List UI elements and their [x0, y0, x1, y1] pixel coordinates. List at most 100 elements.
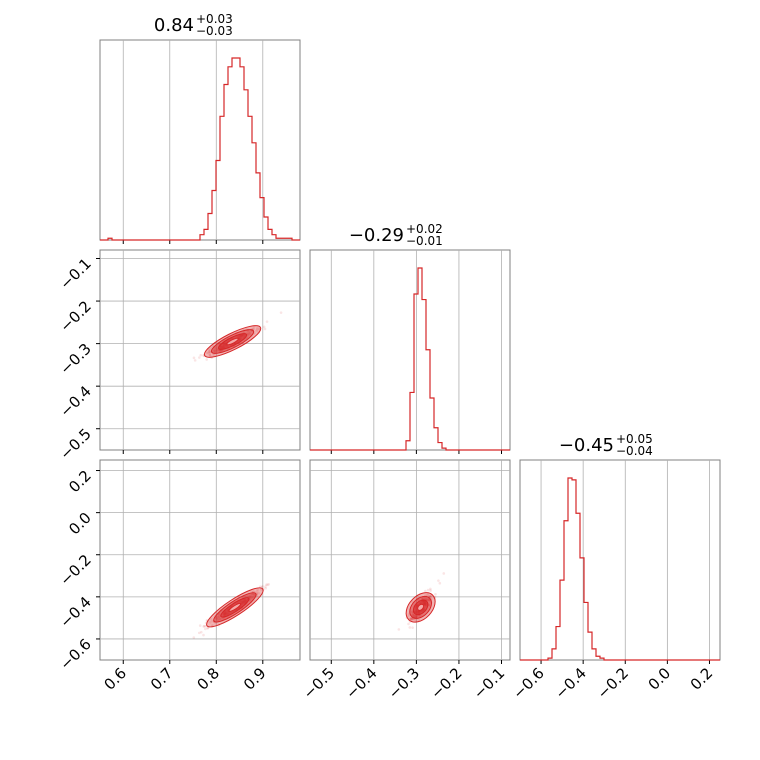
scatter-point-2-1-175 [424, 589, 427, 593]
scatter-point-2-1-123 [414, 615, 418, 619]
x-tick-label-2-2: −0.2 [594, 664, 632, 702]
scatter-point-2-0-111 [245, 594, 248, 598]
scatter-point-2-0-17 [217, 615, 221, 619]
scatter-point-2-0-206 [217, 618, 221, 622]
scatter-point-1-0-73 [199, 353, 203, 357]
scatter-point-2-1-187 [417, 618, 421, 622]
contour-core-2-1 [417, 604, 424, 611]
scatter-point-2-0-64 [199, 630, 203, 634]
y-tick-label-1-4: −0.1 [56, 255, 94, 293]
scatter-point-2-1-214 [428, 599, 431, 602]
x-tick-label-2-4: 0.2 [687, 664, 717, 694]
scatter-point-2-0-58 [248, 595, 252, 599]
scatter-point-2-1-226 [412, 614, 416, 618]
scatter-point-1-0-191 [212, 348, 215, 352]
x-tick-label-2-3: 0.0 [645, 664, 675, 694]
scatter-point-1-0-65 [246, 332, 250, 336]
scatter-point-2-1-78 [421, 597, 424, 600]
scatter-point-1-0-48 [252, 327, 255, 330]
scatter-point-2-0-80 [198, 624, 202, 627]
panel-frame-2-1 [309, 459, 511, 661]
scatter-point-1-0-249 [255, 328, 259, 331]
scatter-point-1-0-0 [192, 356, 196, 360]
scatter-point-2-0-45 [218, 617, 221, 621]
scatter-point-1-0-74 [198, 356, 201, 359]
scatter-point-2-1-82 [422, 597, 426, 601]
scatter-point-2-0-151 [217, 615, 221, 619]
scatter-point-1-0-173 [214, 350, 217, 354]
scatter-point-2-1-213 [411, 626, 414, 629]
scatter-point-2-1-87 [420, 597, 423, 600]
scatter-point-2-0-71 [267, 582, 271, 586]
panel-frame-1-1 [309, 249, 511, 451]
scatter-point-1-0-42 [205, 358, 209, 361]
scatter-point-2-0-229 [215, 618, 219, 622]
title-main-0: 0.84 [154, 15, 194, 36]
scatter-point-2-1-9 [407, 622, 410, 626]
panel-frame-0-0 [99, 39, 301, 241]
scatter-point-2-0-194 [253, 594, 256, 598]
scatter-point-2-0-183 [250, 593, 254, 596]
scatter-point-2-0-37 [215, 616, 218, 620]
scatter-point-2-0-209 [250, 595, 253, 599]
scatter-point-2-1-38 [426, 598, 429, 602]
scatter-point-2-0-93 [251, 593, 254, 596]
x-tick-label-2-1: −0.4 [551, 664, 589, 702]
title-0: 0.84 +0.03−0.03 [154, 12, 233, 38]
scatter-point-2-0-212 [249, 593, 252, 597]
panel-frame-2-2 [519, 459, 721, 661]
scatter-point-1-0-103 [208, 353, 212, 357]
scatter-point-2-0-170 [251, 595, 255, 599]
x-tick-label-1-0: −0.5 [300, 664, 338, 702]
y-tick-label-2-3: 0.0 [65, 509, 95, 539]
scatter-point-2-1-6 [427, 598, 431, 601]
scatter-point-2-1-88 [410, 617, 413, 621]
scatter-point-1-0-145 [193, 359, 197, 362]
scatter-point-2-0-237 [192, 636, 196, 639]
scatter-point-2-0-94 [204, 624, 207, 628]
scatter-point-2-1-24 [397, 628, 401, 631]
scatter-point-2-0-168 [249, 598, 253, 601]
scatter-point-2-0-197 [214, 617, 218, 620]
scatter-point-2-0-116 [218, 612, 221, 616]
scatter-point-2-1-242 [442, 572, 446, 575]
scatter-point-2-1-54 [407, 614, 410, 618]
scatter-point-2-0-13 [264, 585, 267, 588]
scatter-point-2-0-47 [257, 591, 260, 595]
histogram-0 [100, 57, 300, 241]
scatter-point-2-0-253 [202, 633, 205, 637]
scatter-point-1-0-78 [213, 349, 216, 352]
scatter-point-1-0-214 [265, 320, 269, 323]
scatter-point-2-1-243 [438, 581, 442, 585]
scatter-point-2-1-237 [411, 614, 415, 617]
y-tick-label-2-4: 0.2 [65, 467, 95, 497]
scatter-point-1-0-182 [255, 329, 258, 333]
scatter-point-1-0-195 [207, 350, 211, 353]
scatter-point-1-0-129 [213, 349, 217, 352]
scatter-point-2-1-225 [429, 594, 432, 598]
scatter-point-2-1-7 [429, 594, 433, 597]
scatter-point-2-0-43 [203, 624, 206, 628]
scatter-point-2-1-136 [415, 615, 419, 619]
y-tick-label-1-2: −0.3 [56, 340, 94, 378]
scatter-point-2-0-186 [206, 627, 209, 630]
scatter-point-2-1-30 [426, 593, 430, 596]
scatter-point-2-1-45 [428, 594, 431, 598]
scatter-point-2-1-156 [410, 618, 413, 621]
scatter-point-1-0-55 [248, 332, 251, 335]
x-tick-label-0-2: 0.8 [194, 664, 224, 694]
title-main-2: −0.45 [559, 435, 614, 456]
scatter-point-2-1-203 [410, 617, 413, 620]
title-sup-0: +0.03 [196, 12, 233, 26]
scatter-point-2-0-243 [220, 617, 223, 621]
scatter-point-1-0-5 [216, 349, 219, 352]
title-sub-0: −0.03 [196, 24, 233, 38]
scatter-point-2-0-14 [218, 613, 221, 617]
scatter-point-1-0-36 [256, 326, 259, 330]
scatter-point-2-1-239 [412, 613, 416, 617]
x-tick-label-0-1: 0.7 [147, 664, 177, 694]
scatter-point-2-1-107 [407, 612, 411, 616]
scatter-point-2-0-173 [197, 631, 201, 635]
contour-core-1-0 [226, 337, 239, 346]
